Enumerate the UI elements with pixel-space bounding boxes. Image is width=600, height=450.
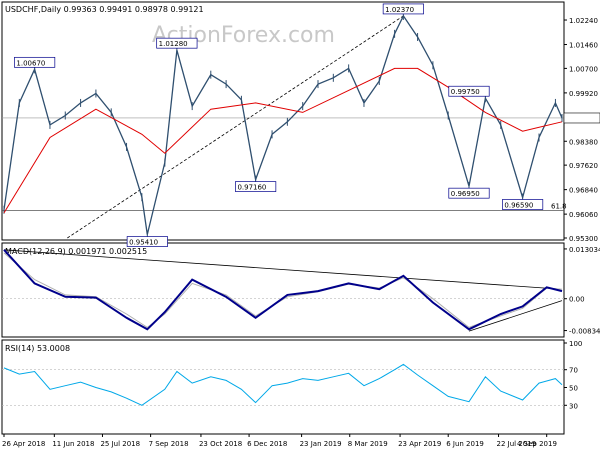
annotation-label-7: 0.96590	[504, 201, 533, 209]
macd-upper-trendline	[3, 249, 561, 290]
x-tick-label-6: 23 Jan 2019	[300, 440, 342, 448]
price-series-line	[3, 14, 563, 235]
x-tick-label-11: 4 Sep 2019	[517, 440, 557, 448]
x-tick-label-5: 6 Dec 2018	[247, 440, 287, 448]
price-ytick-label-1: 1.01460	[569, 42, 598, 50]
rsi-layer	[2, 363, 564, 406]
macd-ytick-label-0: 0.013034	[569, 246, 600, 254]
x-tick-label-8: 23 Apr 2019	[398, 440, 441, 448]
x-tick-label-9: 6 Jun 2019	[446, 440, 484, 448]
annotation-box-6	[448, 187, 490, 199]
annotation-label-0: 1.00670	[16, 59, 45, 67]
annotation-box-1	[156, 37, 198, 49]
price-ytick-label-3: 0.99920	[569, 90, 598, 98]
rsi-title: RSI(14) 53.0008	[5, 344, 70, 353]
x-tick-label-2: 25 Jul 2018	[100, 440, 140, 448]
price-ytick-label-2: 1.00700	[569, 65, 598, 73]
rsi-panel-frame	[1, 339, 565, 435]
price-ytick-label-8: 0.96060	[569, 211, 598, 219]
price-title: USDCHF,Daily 0.99363 0.99491 0.98978 0.9…	[5, 5, 204, 14]
macd-signal-line	[3, 252, 563, 329]
axis-layer: 1.022401.014601.007000.999200.991210.983…	[2, 17, 600, 448]
price-trend-line	[67, 15, 404, 239]
ma-series-line	[3, 67, 563, 214]
x-tick-label-3: 7 Sep 2018	[149, 440, 189, 448]
macd-ytick-label-2: -0.00834	[569, 328, 600, 336]
annotation-box-0	[14, 56, 56, 68]
annotation-box-7	[502, 199, 544, 210]
annotation-box-4	[382, 3, 424, 15]
annotation-box-2	[126, 236, 168, 247]
macd-title: MACD(12,26,9) 0.001971 0.002515	[5, 247, 147, 256]
price-ytick-label-7: 0.96840	[569, 187, 598, 195]
x-tick-label-1: 11 Jun 2018	[52, 440, 94, 448]
annotation-label-4: 1.02370	[385, 6, 414, 14]
fib-level-label: 61.8	[551, 202, 567, 210]
rsi-ytick-label-1: 70	[569, 367, 578, 375]
macd-ytick-label-1: 0.00	[569, 296, 585, 304]
x-tick-label-4: 23 Oct 2018	[199, 440, 242, 448]
annotation-label-6: 0.96950	[451, 190, 480, 198]
macd-main-line	[3, 249, 563, 331]
macd-panel-frame	[1, 242, 565, 338]
annotation-box-5	[448, 85, 490, 97]
rsi-ytick-label-2: 50	[569, 385, 578, 393]
annotation-label-5: 0.99750	[451, 88, 480, 96]
rsi-ytick-label-3: 30	[569, 402, 578, 410]
annotation-label-2: 0.95410	[129, 239, 158, 247]
macd-layer	[2, 249, 564, 332]
annotation-label-1: 1.01280	[159, 40, 188, 48]
x-tick-label-0: 26 Apr 2018	[2, 440, 45, 448]
annotation-box-3	[235, 181, 277, 192]
x-tick-label-7: 8 Mar 2019	[348, 440, 388, 448]
x-tick-label-10: 22 Jul 2019	[497, 440, 537, 448]
annotation-label-3: 0.97160	[237, 184, 266, 192]
price-ytick-label-5: 0.98380	[569, 138, 598, 146]
price-ytick-label-0: 1.02240	[569, 17, 598, 25]
price-layer: 61.8 1.00670 1.01280 0.95410 0.97160 1.02370 0…	[2, 3, 567, 247]
current-price-box	[563, 112, 600, 124]
rsi-ytick-label-0: 100	[569, 340, 582, 348]
price-ytick-label-9: 0.95300	[569, 235, 598, 243]
price-ytick-label-6: 0.97620	[569, 162, 598, 170]
rsi-line	[3, 363, 563, 406]
macd-lower-trendline	[468, 300, 563, 332]
